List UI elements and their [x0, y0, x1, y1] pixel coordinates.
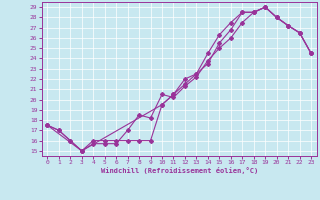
X-axis label: Windchill (Refroidissement éolien,°C): Windchill (Refroidissement éolien,°C) — [100, 167, 258, 174]
